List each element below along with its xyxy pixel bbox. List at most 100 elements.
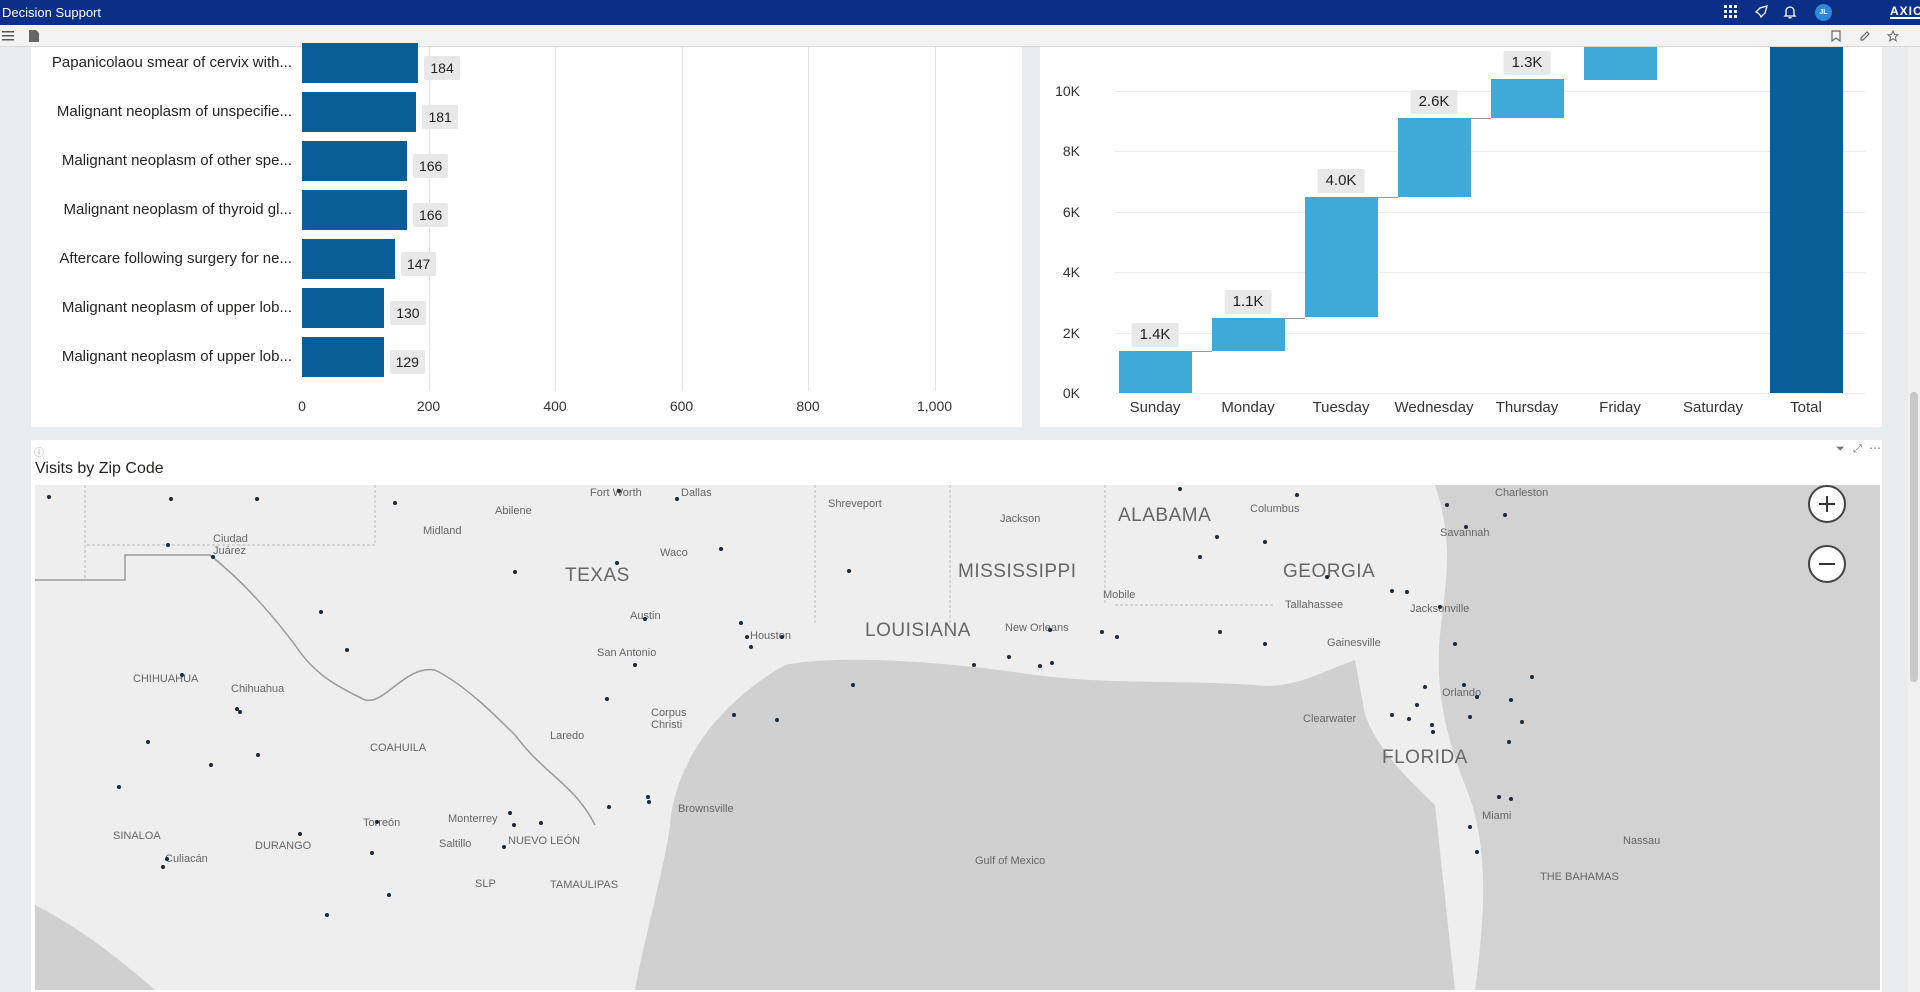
waterfall-bar[interactable]	[1304, 196, 1378, 318]
visit-marker[interactable]	[169, 497, 173, 501]
bar[interactable]	[302, 190, 407, 230]
visit-marker[interactable]	[745, 635, 749, 639]
visit-marker[interactable]	[180, 673, 184, 677]
visit-marker[interactable]	[1038, 664, 1042, 668]
bar[interactable]	[302, 288, 385, 328]
visit-marker[interactable]	[209, 763, 213, 767]
page-scrollbar[interactable]	[1908, 47, 1920, 992]
visit-marker[interactable]	[325, 913, 329, 917]
visit-marker[interactable]	[1468, 715, 1472, 719]
waterfall-bar[interactable]	[1211, 317, 1285, 351]
visit-marker[interactable]	[1464, 525, 1468, 529]
zoom-out-button[interactable]	[1808, 545, 1846, 583]
visit-marker[interactable]	[513, 570, 517, 574]
bar[interactable]	[302, 141, 407, 181]
bar[interactable]	[302, 239, 395, 279]
map-canvas[interactable]: TEXAS LOUISIANA MISSISSIPPI ALABAMA GEOR…	[35, 485, 1880, 990]
visit-marker[interactable]	[539, 821, 543, 825]
visit-marker[interactable]	[256, 753, 260, 757]
visit-marker[interactable]	[643, 617, 647, 621]
visit-marker[interactable]	[1390, 713, 1394, 717]
visit-marker[interactable]	[1475, 695, 1479, 699]
visit-marker[interactable]	[1509, 797, 1513, 801]
visit-marker[interactable]	[605, 697, 609, 701]
visit-marker[interactable]	[617, 489, 621, 493]
bar[interactable]	[302, 43, 419, 83]
waterfall-bar[interactable]	[1397, 118, 1471, 197]
focus-mode-icon[interactable]: ⤢	[1853, 443, 1862, 455]
filter-icon[interactable]: ⏷	[1836, 443, 1845, 455]
visit-marker[interactable]	[1497, 795, 1501, 799]
visit-marker[interactable]	[1007, 655, 1011, 659]
visit-marker[interactable]	[647, 800, 651, 804]
visit-marker[interactable]	[1431, 730, 1435, 734]
visit-marker[interactable]	[211, 555, 215, 559]
visit-marker[interactable]	[1407, 717, 1411, 721]
waterfall-total-bar[interactable]	[1769, 47, 1843, 393]
visit-marker[interactable]	[615, 561, 619, 565]
scrollbar-thumb[interactable]	[1910, 392, 1918, 682]
visit-marker[interactable]	[1468, 825, 1472, 829]
visit-marker[interactable]	[375, 820, 379, 824]
visit-marker[interactable]	[1325, 575, 1329, 579]
visit-marker[interactable]	[255, 497, 259, 501]
visit-marker[interactable]	[1430, 723, 1434, 727]
hamburger-menu-icon[interactable]	[0, 28, 16, 44]
waterfall-bar[interactable]	[1118, 350, 1192, 393]
visit-marker[interactable]	[298, 832, 302, 836]
visit-marker[interactable]	[47, 495, 51, 499]
visit-marker[interactable]	[972, 663, 976, 667]
bar[interactable]	[302, 92, 417, 132]
user-avatar[interactable]: JL	[1815, 4, 1832, 21]
visit-marker[interactable]	[345, 648, 349, 652]
visit-marker[interactable]	[1050, 661, 1054, 665]
info-icon[interactable]: ⓘ	[34, 448, 44, 459]
visit-marker[interactable]	[1295, 493, 1299, 497]
visit-marker[interactable]	[393, 501, 397, 505]
visit-marker[interactable]	[1415, 703, 1419, 707]
visit-marker[interactable]	[1263, 642, 1267, 646]
visit-marker[interactable]	[719, 547, 723, 551]
edit-icon[interactable]	[1857, 28, 1873, 44]
visit-marker[interactable]	[1520, 720, 1524, 724]
rocket-icon[interactable]	[1753, 4, 1769, 20]
visit-marker[interactable]	[387, 893, 391, 897]
visit-marker[interactable]	[1405, 590, 1409, 594]
visit-marker[interactable]	[502, 845, 506, 849]
visit-marker[interactable]	[780, 635, 784, 639]
visit-marker[interactable]	[146, 740, 150, 744]
visit-marker[interactable]	[1462, 683, 1466, 687]
visit-marker[interactable]	[1263, 540, 1267, 544]
bar[interactable]	[302, 337, 384, 377]
visit-marker[interactable]	[1503, 513, 1507, 517]
visit-marker[interactable]	[1453, 642, 1457, 646]
visit-marker[interactable]	[646, 795, 650, 799]
visit-marker[interactable]	[512, 823, 516, 827]
visit-marker[interactable]	[1178, 487, 1182, 491]
visit-marker[interactable]	[238, 710, 242, 714]
visit-marker[interactable]	[166, 543, 170, 547]
visit-marker[interactable]	[370, 851, 374, 855]
favorite-star-icon[interactable]	[1885, 28, 1901, 44]
bookmark-icon[interactable]	[1828, 28, 1844, 44]
visit-marker[interactable]	[739, 621, 743, 625]
visit-marker[interactable]	[1438, 605, 1442, 609]
document-icon[interactable]	[26, 28, 42, 44]
visit-marker[interactable]	[1218, 630, 1222, 634]
visit-marker[interactable]	[1530, 675, 1534, 679]
visit-marker[interactable]	[607, 805, 611, 809]
visit-marker[interactable]	[749, 645, 753, 649]
visit-marker[interactable]	[1507, 740, 1511, 744]
zoom-in-button[interactable]	[1808, 485, 1846, 523]
visit-marker[interactable]	[161, 865, 165, 869]
visit-marker[interactable]	[1423, 685, 1427, 689]
visit-marker[interactable]	[633, 663, 637, 667]
notification-bell-icon[interactable]	[1782, 4, 1798, 20]
apps-grid-icon[interactable]	[1723, 4, 1739, 20]
visit-marker[interactable]	[1390, 589, 1394, 593]
visit-marker[interactable]	[1198, 555, 1202, 559]
visit-marker[interactable]	[319, 610, 323, 614]
visit-marker[interactable]	[1048, 628, 1052, 632]
waterfall-bar[interactable]	[1490, 78, 1564, 119]
visit-marker[interactable]	[508, 811, 512, 815]
